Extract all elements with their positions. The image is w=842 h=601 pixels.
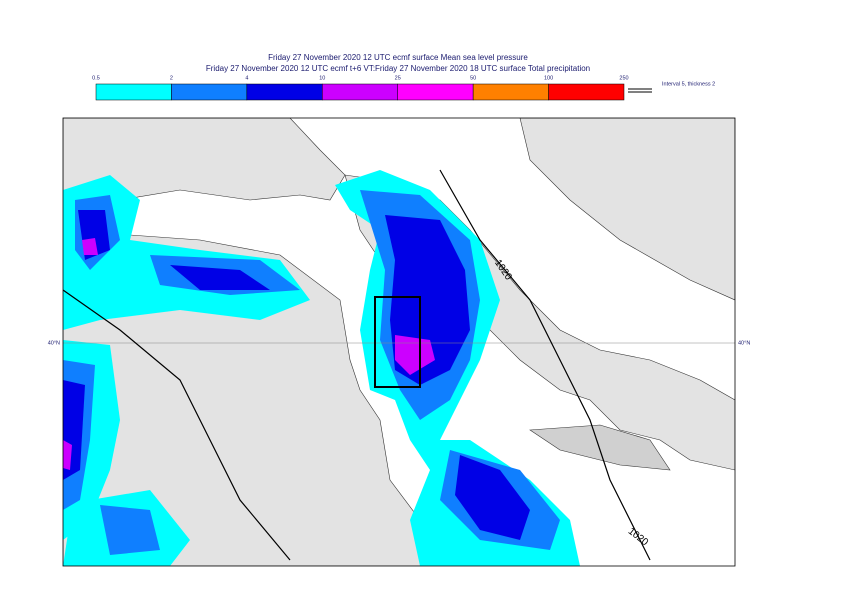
legend-tick-label: 50 <box>470 75 476 81</box>
legend-swatch <box>171 83 248 101</box>
legend-tick-label: 4 <box>245 75 248 81</box>
legend-tick-label: 2 <box>170 75 173 81</box>
legend-swatch <box>548 83 625 101</box>
focus-box <box>374 296 421 388</box>
legend-tick-label: 250 <box>619 75 628 81</box>
legend-swatch <box>95 83 172 101</box>
map: 1020 1020 <box>63 118 735 566</box>
legend-tick-label: 100 <box>544 75 553 81</box>
land <box>529 424 671 471</box>
isobar <box>439 169 651 561</box>
legend-swatch <box>397 83 474 101</box>
legend-swatch <box>472 83 549 101</box>
land <box>519 118 735 301</box>
legend-tick-label: 10 <box>319 75 325 81</box>
legend-note: Interval 5, thickness 2 <box>662 81 715 87</box>
legend-tick-label: 25 <box>395 75 401 81</box>
legend-tick-label: 0.5 <box>92 75 100 81</box>
title-line: Friday 27 November 2020 12 UTC ecmf t+6 … <box>206 64 590 73</box>
isobar <box>63 289 291 561</box>
legend: 0.5 2 4 10 25 50 100 250 <box>92 75 629 101</box>
title-line: Friday 27 November 2020 12 UTC ecmf surf… <box>268 53 528 62</box>
lat-label: 40°N <box>48 340 60 346</box>
legend-swatch <box>246 83 323 101</box>
precipitation <box>63 170 580 566</box>
map-frame <box>62 117 736 567</box>
legend-swatch <box>322 83 398 101</box>
lat-label: 40°N <box>738 340 750 346</box>
